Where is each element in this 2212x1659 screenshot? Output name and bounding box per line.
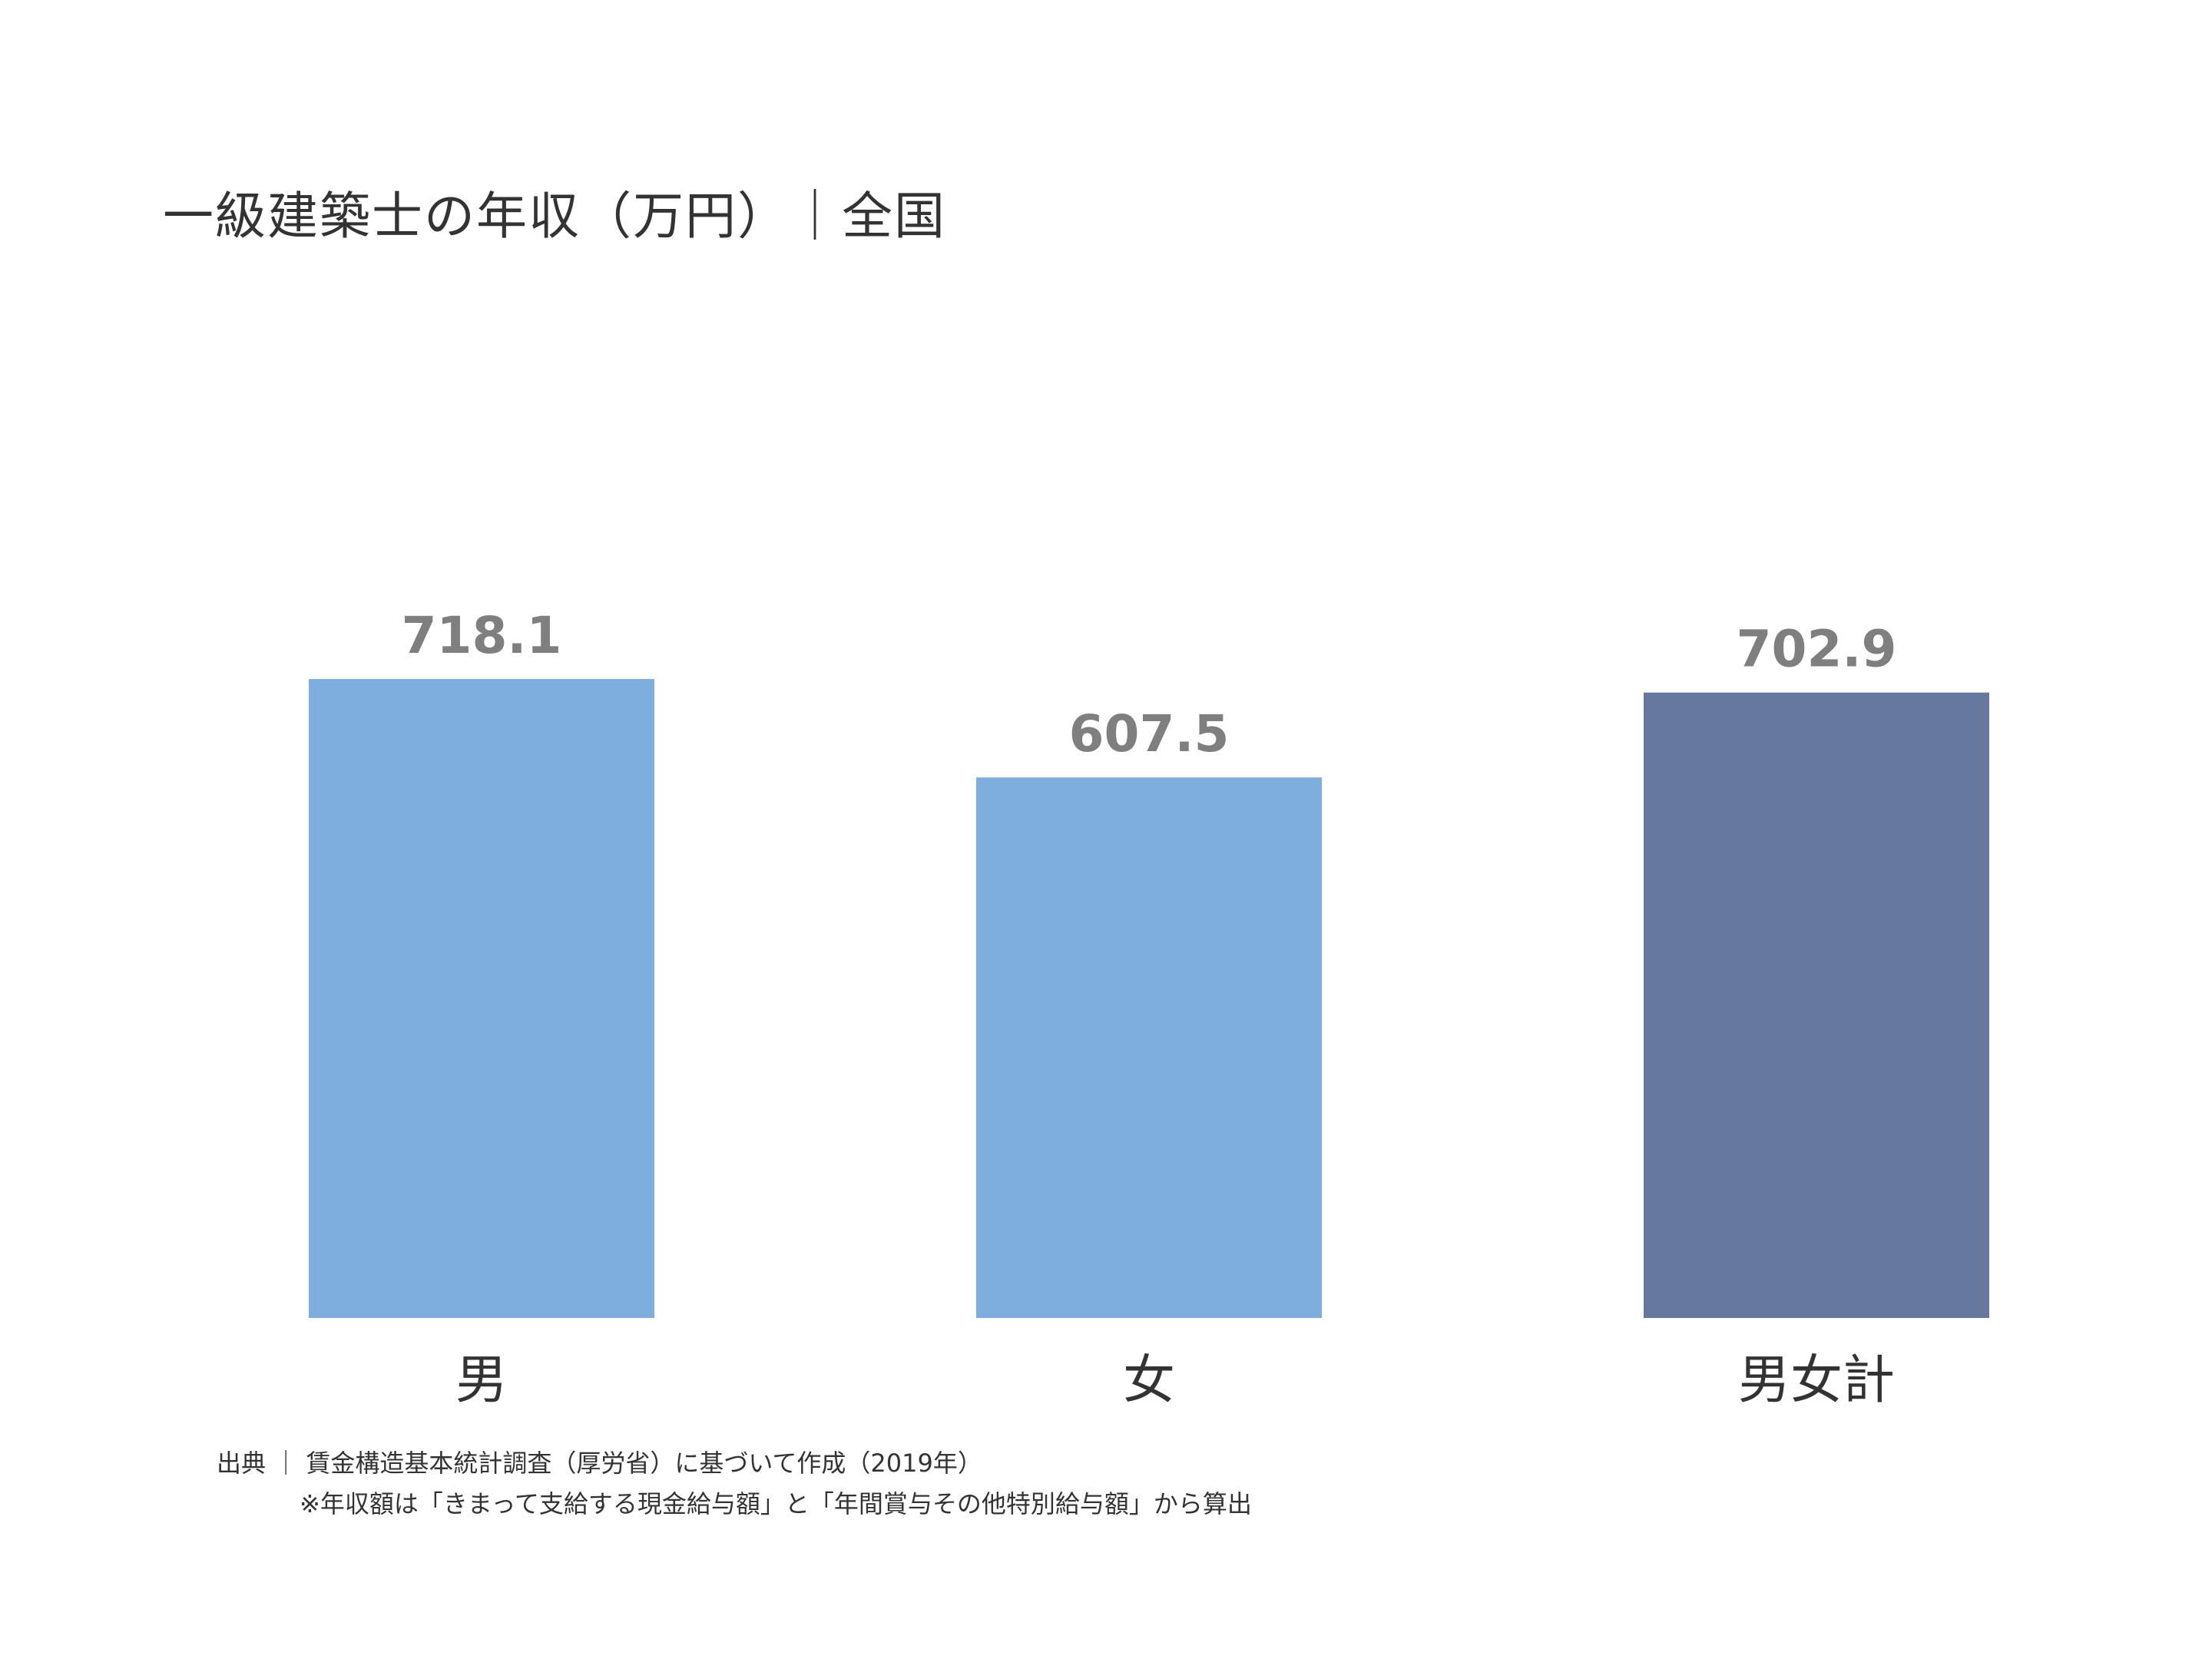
- category-label-2: 女: [1123, 1350, 1175, 1411]
- calculation-note: ※年収額は「きまって支給する現金給与額」と「年間賞与その他特別給与額」から算出: [300, 1489, 1252, 1518]
- bars-layer: [309, 679, 1989, 1318]
- value-label-3: 702.9: [1737, 620, 1897, 679]
- chart-title: 一級建築士の年収（万円）｜全国: [163, 187, 946, 246]
- value-label-1: 718.1: [402, 606, 562, 665]
- bar-1: [309, 679, 654, 1318]
- bar-2: [976, 777, 1322, 1318]
- value-labels-layer: 718.1 607.5 702.9: [402, 606, 1897, 763]
- value-label-2: 607.5: [1069, 704, 1230, 763]
- category-label-3: 男女計: [1738, 1350, 1895, 1411]
- category-labels-layer: 男 女 男女計: [455, 1350, 1895, 1411]
- category-label-1: 男: [455, 1350, 508, 1411]
- source-note: 出典 ｜ 賃金構造基本統計調査（厚労省）に基づいて作成（2019年）: [217, 1449, 982, 1478]
- bar-3: [1644, 692, 1989, 1318]
